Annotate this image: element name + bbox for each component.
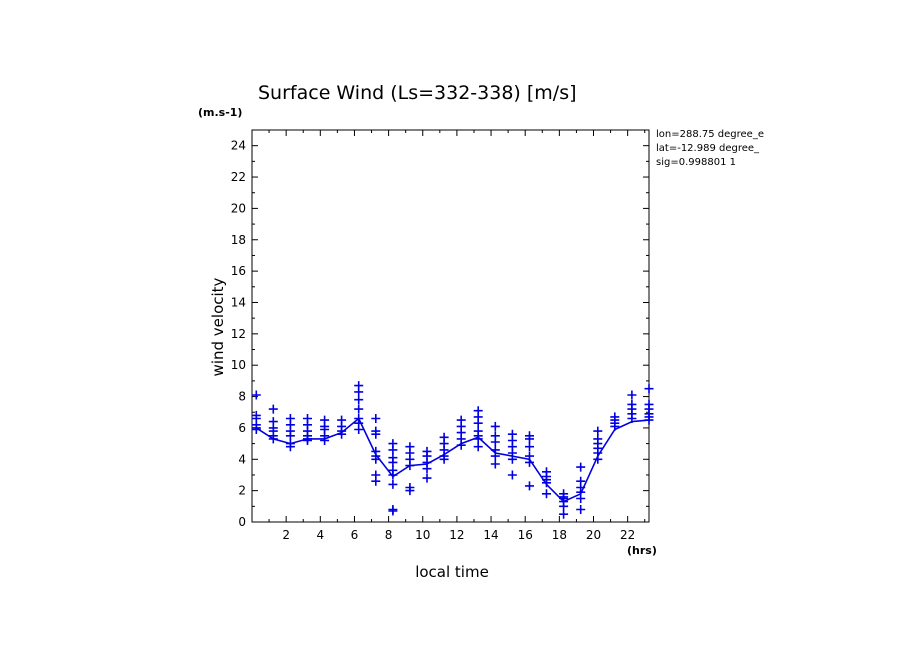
x-tick-label: 18 xyxy=(552,528,567,542)
scatter-point xyxy=(405,461,415,471)
scatter-point xyxy=(525,434,534,444)
y-tick-label: 0 xyxy=(238,515,246,529)
scatter-point xyxy=(388,457,398,467)
scatter-point xyxy=(303,436,312,445)
scatter-point xyxy=(576,505,586,514)
plot-frame xyxy=(251,129,650,523)
scatter-point xyxy=(354,425,364,434)
x-axis-unit: (hrs) xyxy=(627,544,657,557)
scatter-point xyxy=(320,436,330,445)
scatter-point xyxy=(371,476,381,486)
scatter-point xyxy=(627,390,637,400)
scatter-point xyxy=(490,459,500,469)
scatter-point xyxy=(627,414,637,423)
scatter-point xyxy=(507,470,517,480)
info-sig: sig=0.998801 1 xyxy=(656,157,736,168)
x-tick-label: 8 xyxy=(385,528,393,542)
scatter-point xyxy=(371,414,381,423)
x-tick-label: 2 xyxy=(282,528,290,542)
y-axis-label: wind velocity xyxy=(209,277,227,376)
scatter-point xyxy=(507,454,517,464)
x-tick-label: 14 xyxy=(483,528,498,542)
x-tick-label: 4 xyxy=(316,528,324,542)
scatter-point xyxy=(388,506,398,516)
y-tick-label: 16 xyxy=(231,264,246,278)
x-tick-label: 20 xyxy=(586,528,601,542)
scatter-point xyxy=(251,390,261,400)
scatter-point xyxy=(285,442,295,452)
y-tick-label: 4 xyxy=(238,452,246,466)
scatter-point xyxy=(439,454,449,464)
scatter-point xyxy=(473,418,483,428)
y-tick-label: 14 xyxy=(231,295,246,309)
scatter-point xyxy=(388,445,398,455)
scatter-point xyxy=(542,478,551,488)
scatter-point xyxy=(285,431,295,441)
scatter-point xyxy=(490,437,500,447)
y-tick-label: 12 xyxy=(231,327,246,341)
x-tick-label: 22 xyxy=(620,528,635,542)
x-axis-label: local time xyxy=(415,563,489,581)
scatter-point xyxy=(354,387,364,397)
scatter-point xyxy=(456,440,466,450)
scatter-point xyxy=(268,434,278,444)
scatter-point xyxy=(473,442,483,452)
data-marks xyxy=(251,381,654,519)
y-tick-label: 20 xyxy=(231,201,246,215)
x-tick-label: 10 xyxy=(415,528,430,542)
scatter-point xyxy=(576,494,586,503)
info-lat: lat=-12.989 degree_ xyxy=(656,143,760,154)
scatter-point xyxy=(422,464,432,474)
scatter-point xyxy=(644,384,654,394)
scatter-point xyxy=(644,415,654,425)
scatter-point xyxy=(490,451,500,461)
scatter-point xyxy=(388,479,398,489)
scatter-point xyxy=(525,457,534,467)
y-tick-label: 8 xyxy=(238,390,246,404)
scatter-point xyxy=(525,481,534,491)
scatter-point xyxy=(525,442,534,452)
y-tick-label: 18 xyxy=(231,233,246,247)
scatter-point xyxy=(405,486,415,496)
info-clip xyxy=(779,128,904,173)
x-tick-label: 6 xyxy=(351,528,359,542)
scatter-point xyxy=(593,454,603,464)
scatter-point xyxy=(371,454,381,464)
scatter-point xyxy=(542,489,551,499)
y-tick-label: 10 xyxy=(231,358,246,372)
y-tick-label: 24 xyxy=(231,139,246,153)
scatter-point xyxy=(388,470,398,480)
scatter-point xyxy=(593,426,603,436)
y-tick-label: 6 xyxy=(238,421,246,435)
x-tick-label: 16 xyxy=(518,528,533,542)
scatter-point xyxy=(337,429,347,439)
scatter-point xyxy=(251,425,261,434)
scatter-point xyxy=(354,404,364,414)
scatter-point xyxy=(268,404,278,414)
scatter-point xyxy=(610,421,620,431)
y-axis-unit: (m.s-1) xyxy=(198,106,242,119)
y-tick-label: 2 xyxy=(238,484,246,498)
scatter-point xyxy=(490,421,500,431)
scatter-point xyxy=(422,473,432,483)
scatter-point xyxy=(576,462,586,472)
x-tick-label: 12 xyxy=(449,528,464,542)
scatter-point xyxy=(559,501,569,511)
scatter-point xyxy=(354,395,364,405)
scatter-point xyxy=(559,509,569,519)
scatter-point xyxy=(473,434,483,444)
scatter-point xyxy=(371,429,381,439)
y-tick-label: 22 xyxy=(231,170,246,184)
series-line-mean xyxy=(255,417,650,503)
chart-title: Surface Wind (Ls=332-338) [m/s] xyxy=(258,82,577,104)
info-lon: lon=288.75 degree_e xyxy=(656,129,764,140)
